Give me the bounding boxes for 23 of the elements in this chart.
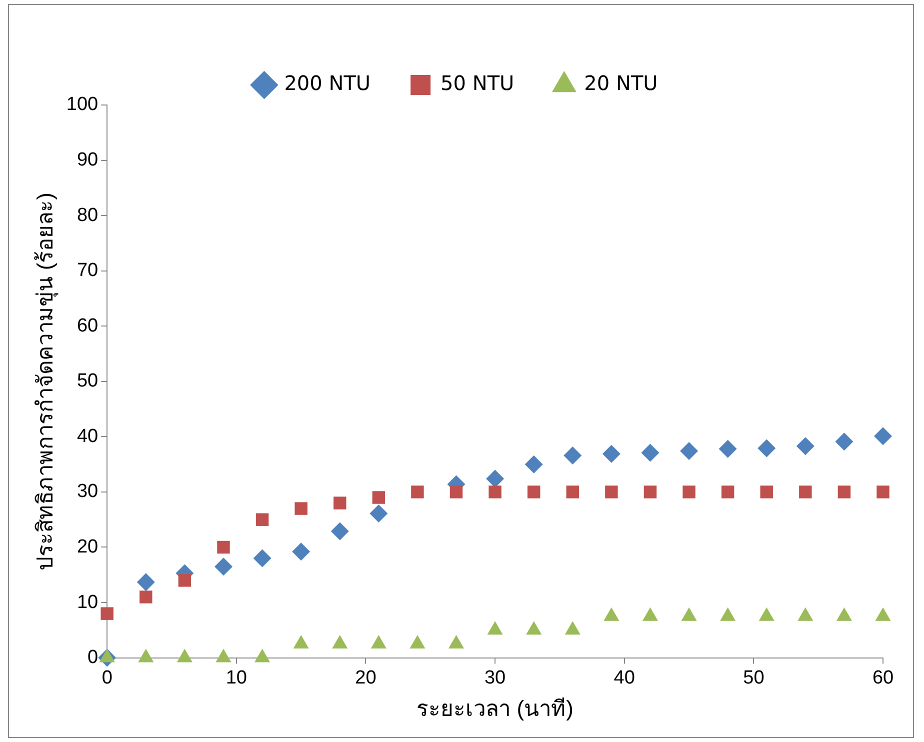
x-axis-title: ระยะเวลา (นาที)	[416, 696, 574, 721]
y-tick-label: 0	[88, 647, 98, 668]
y-tick-label: 80	[76, 204, 98, 226]
legend-label: 50 NTU	[440, 71, 514, 96]
y-tick-label: 20	[76, 536, 98, 558]
y-axis-title: ประสิทธิภาพการกำจัดความขุ่น (ร้อยละ)	[32, 192, 58, 570]
x-tick-label: 0	[102, 667, 112, 688]
y-tick-label: 50	[76, 370, 98, 392]
x-tick-label: 60	[872, 667, 894, 688]
y-tick-label: 90	[76, 150, 98, 171]
legend-label: 20 NTU	[584, 71, 658, 96]
x-tick-label: 10	[226, 667, 247, 688]
x-tick-label: 30	[484, 667, 506, 688]
x-tick-label: 40	[614, 667, 635, 688]
y-tick-label: 30	[76, 481, 98, 502]
y-tick-label: 70	[76, 260, 98, 282]
x-tick-label: 50	[743, 667, 764, 688]
y-tick-label: 100	[66, 94, 98, 116]
x-tick-label: 20	[355, 667, 376, 688]
y-tick-label: 60	[76, 315, 98, 336]
y-tick-label: 10	[76, 592, 98, 613]
legend-label: 200 NTU	[284, 71, 371, 96]
y-tick-label: 40	[76, 426, 98, 447]
